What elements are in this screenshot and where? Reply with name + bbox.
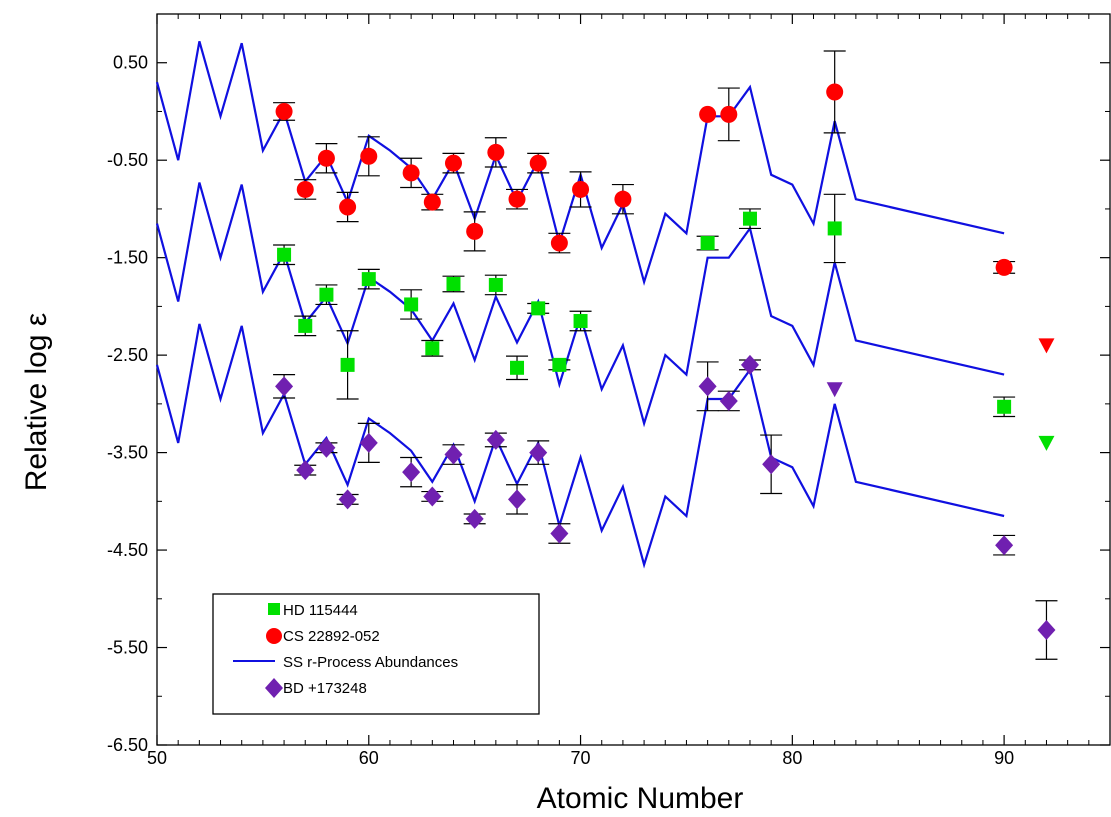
- point-bd-173248: [486, 429, 505, 450]
- legend-label-cs22892: CS 22892-052: [283, 628, 380, 645]
- point-hd-115444: [997, 399, 1012, 414]
- point-bd-173248: [995, 535, 1014, 556]
- point-cs-22892-052: [487, 143, 505, 161]
- x-axis-title: Atomic Number: [537, 782, 744, 815]
- point-bd-173248: [296, 460, 315, 481]
- point-bd-173248: [275, 376, 294, 397]
- point-bd-173248: [444, 444, 463, 465]
- point-hd-115444: [446, 276, 461, 291]
- point-cs-22892-052: [995, 258, 1013, 276]
- legend: HD 115444 CS 22892-052 SS r-Process Abun…: [212, 593, 540, 715]
- point-hd-115444: [277, 247, 292, 262]
- legend-item-ss-r-process: SS r-Process Abundances: [233, 654, 458, 671]
- point-hd-115444: [361, 272, 376, 287]
- point-cs-22892-052: [360, 147, 378, 165]
- x-tick-label: 70: [571, 748, 591, 768]
- axis-ticks: [156, 13, 1111, 746]
- point-bd-173248: [423, 486, 442, 507]
- point-hd-115444: [488, 277, 503, 292]
- point-bd-173248: [508, 489, 527, 510]
- point-hd-115444: [742, 211, 757, 226]
- x-tick-label: 60: [359, 748, 379, 768]
- x-tick-label: 50: [147, 748, 167, 768]
- point-cs-22892-052: [317, 149, 335, 167]
- plot-frame: [156, 13, 1111, 746]
- legend-circle-marker: [266, 628, 282, 644]
- point-bd-173248: [465, 508, 484, 529]
- point-cs-22892-052: [826, 83, 844, 101]
- legend-item-cs22892: CS 22892-052: [266, 628, 380, 645]
- point-bd-173248: [698, 376, 717, 397]
- ss-r-process-line-2: [155, 182, 1005, 428]
- point-hd-115444: [531, 301, 546, 316]
- y-tick-label: 0.50: [113, 53, 148, 73]
- point-cs-22892-052: [550, 234, 568, 252]
- point-bd-173248: [359, 432, 378, 453]
- point-bd-173248: [550, 523, 569, 544]
- point-hd-115444: [298, 318, 313, 333]
- point-hd-115444: [573, 314, 588, 329]
- y-tick-label: -6.50: [107, 735, 148, 755]
- legend-diamond-marker: [265, 678, 283, 698]
- y-tick-label: -0.50: [107, 150, 148, 170]
- x-tick-label: 90: [994, 748, 1014, 768]
- y-tick-label: -1.50: [107, 248, 148, 268]
- y-tick-label: -5.50: [107, 638, 148, 658]
- y-tick-label: -4.50: [107, 540, 148, 560]
- legend-box: [212, 593, 540, 715]
- point-cs-22892-052: [423, 193, 441, 211]
- point-bd-173248: [338, 489, 357, 510]
- legend-square-marker: [268, 603, 280, 615]
- upper-limit-cs-22892-052: [1038, 338, 1055, 354]
- point-hd-115444: [510, 360, 525, 375]
- point-hd-115444: [404, 297, 419, 312]
- point-bd-173248: [762, 454, 781, 475]
- point-bd-173248: [1037, 619, 1056, 640]
- legend-label-hd115444: HD 115444: [283, 602, 358, 619]
- point-cs-22892-052: [699, 105, 717, 123]
- x-tick-label: 80: [782, 748, 802, 768]
- point-bd-173248: [317, 437, 336, 458]
- y-tick-label: -3.50: [107, 443, 148, 463]
- y-tick-label: -2.50: [107, 345, 148, 365]
- point-hd-115444: [700, 236, 715, 251]
- point-hd-115444: [827, 221, 842, 236]
- point-bd-173248: [719, 390, 738, 411]
- legend-item-bd173248: BD +173248: [265, 678, 367, 698]
- point-hd-115444: [425, 341, 440, 356]
- point-cs-22892-052: [529, 154, 547, 172]
- point-cs-22892-052: [402, 164, 420, 182]
- point-hd-115444: [340, 357, 355, 372]
- legend-label-ss-r-process: SS r-Process Abundances: [283, 654, 458, 671]
- point-hd-115444: [552, 357, 567, 372]
- plot-border: [156, 13, 1111, 746]
- point-bd-173248: [740, 354, 759, 375]
- point-cs-22892-052: [466, 222, 484, 240]
- upper-limit-hd-115444: [1038, 435, 1055, 451]
- point-cs-22892-052: [572, 180, 590, 198]
- legend-label-bd173248: BD +173248: [283, 680, 367, 697]
- point-cs-22892-052: [614, 190, 632, 208]
- y-axis-title: Relative log ε: [20, 313, 53, 491]
- axis-tick-labels: 50 60 70 80 90 0.50 -0.50 -1.50 -2.50 -3.50 -4.50 -…: [107, 53, 1014, 768]
- point-hd-115444: [319, 287, 334, 302]
- data-markers: [275, 83, 1056, 640]
- point-bd-173248: [529, 442, 548, 463]
- upper-limit-bd-173248: [826, 382, 843, 398]
- point-cs-22892-052: [296, 180, 314, 198]
- ss-r-process-line-3: [155, 323, 1005, 569]
- point-cs-22892-052: [508, 190, 526, 208]
- point-cs-22892-052: [720, 105, 738, 123]
- point-bd-173248: [402, 462, 421, 483]
- point-cs-22892-052: [275, 102, 293, 120]
- legend-item-hd115444: HD 115444: [268, 602, 358, 619]
- point-cs-22892-052: [339, 198, 357, 216]
- point-cs-22892-052: [444, 154, 462, 172]
